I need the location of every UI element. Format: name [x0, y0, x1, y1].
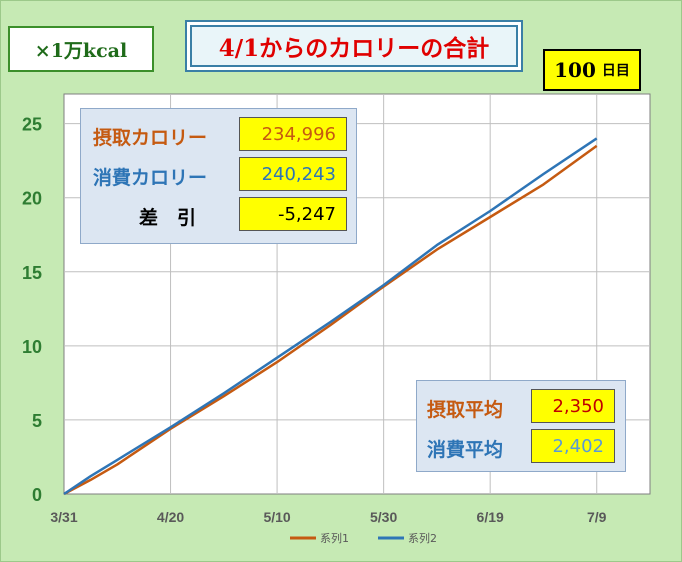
y-tick-label: 20: [22, 189, 42, 209]
averages-panel: 摂取平均 2,350 消費平均 2,402: [416, 380, 626, 472]
y-tick-label: 15: [22, 263, 42, 283]
y-tick-label: 10: [22, 337, 42, 357]
burn-total-label: 消費カロリー: [93, 167, 208, 189]
day-count-value: 100: [554, 58, 596, 82]
diff-label: 差 引: [139, 207, 197, 229]
chart-title-box: 4/1からのカロリーの合計: [185, 20, 523, 72]
y-tick-label: 0: [32, 485, 42, 505]
chart-title: 4/1からのカロリーの合計: [190, 25, 518, 67]
diff-value: -5,247: [239, 197, 347, 231]
x-tick-label: 5/10: [263, 509, 290, 525]
burn-total-value: 240,243: [239, 157, 347, 191]
x-axis-ticks: 3/31 4/20 5/10 5/30 6/19 7/9: [50, 509, 606, 525]
burn-average-label: 消費平均: [427, 439, 504, 461]
day-count-label: 日目: [601, 63, 630, 79]
x-tick-label: 5/30: [370, 509, 397, 525]
series-line-2: [63, 137, 598, 496]
legend: 系列1 系列2: [290, 531, 437, 545]
intake-average-value: 2,350: [531, 389, 615, 423]
x-tick-label: 3/31: [50, 509, 77, 525]
x-tick-label: 4/20: [157, 509, 184, 525]
series-line-1: [63, 144, 598, 496]
x-tick-label: 6/19: [477, 509, 504, 525]
unit-label: ×1万kcal: [8, 26, 154, 72]
legend-label-1: 系列1: [320, 531, 349, 545]
y-axis-ticks: 0 5 10 15 20 25: [22, 115, 42, 505]
totals-panel: 摂取カロリー 234,996 消費カロリー 240,243 差 引 -5,247: [80, 108, 357, 244]
burn-average-value: 2,402: [531, 429, 615, 463]
day-count-badge: 100 日目: [543, 49, 641, 91]
series-lines: [63, 137, 598, 496]
intake-total-value: 234,996: [239, 117, 347, 151]
y-tick-label: 5: [32, 411, 42, 431]
intake-average-label: 摂取平均: [427, 399, 504, 421]
y-tick-label: 25: [22, 115, 42, 135]
x-tick-label: 7/9: [587, 509, 607, 525]
intake-total-label: 摂取カロリー: [93, 127, 208, 149]
legend-label-2: 系列2: [408, 531, 437, 545]
